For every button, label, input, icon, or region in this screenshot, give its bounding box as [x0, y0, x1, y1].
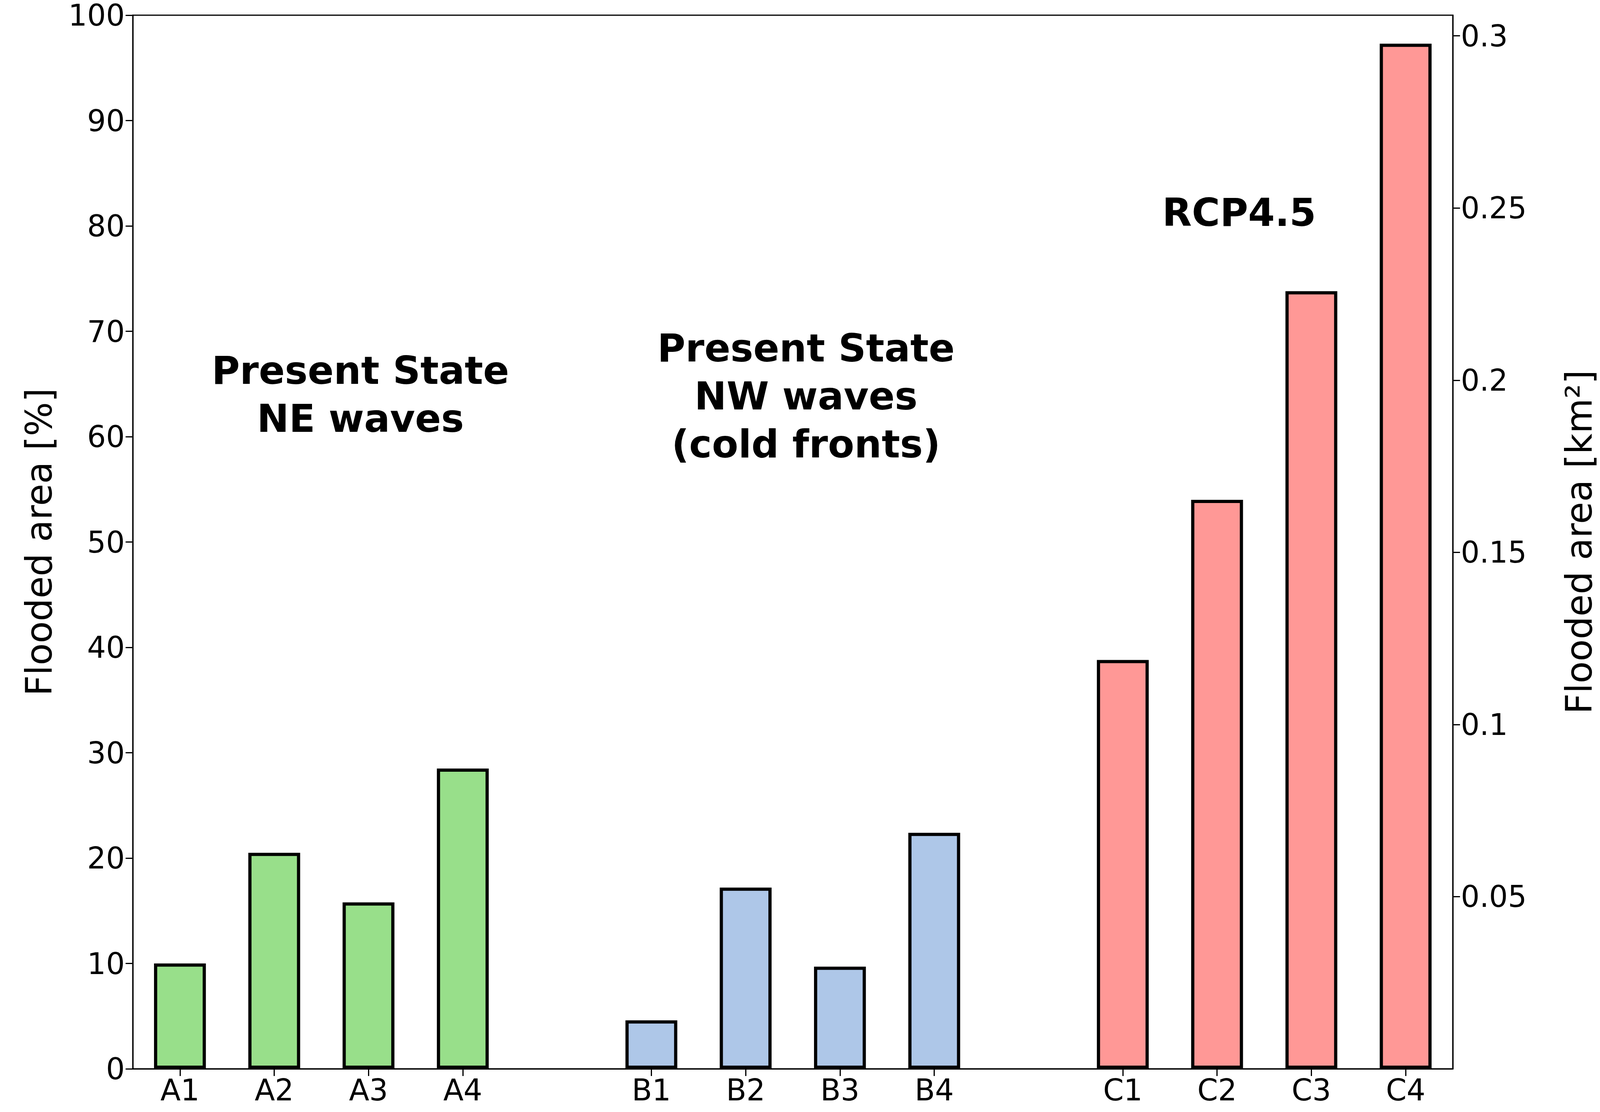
svg-text:C1: C1 — [1103, 1073, 1143, 1108]
svg-text:B3: B3 — [820, 1073, 860, 1108]
svg-text:Present State: Present State — [211, 348, 510, 394]
svg-text:Flooded area [km²]: Flooded area [km²] — [1558, 370, 1600, 715]
svg-text:NW waves: NW waves — [694, 374, 918, 419]
svg-text:90: 90 — [87, 103, 125, 138]
svg-text:B1: B1 — [631, 1073, 671, 1108]
svg-text:A1: A1 — [160, 1073, 200, 1108]
svg-text:Present State: Present State — [657, 326, 955, 371]
svg-text:50: 50 — [87, 525, 125, 560]
svg-text:0: 0 — [106, 1052, 125, 1087]
svg-text:20: 20 — [87, 841, 125, 876]
svg-text:40: 40 — [87, 630, 125, 665]
svg-text:C4: C4 — [1386, 1073, 1426, 1108]
svg-text:C2: C2 — [1197, 1073, 1237, 1108]
svg-text:B4: B4 — [914, 1073, 954, 1108]
svg-text:10: 10 — [87, 946, 125, 982]
svg-text:0.15: 0.15 — [1460, 535, 1527, 570]
svg-text:A3: A3 — [348, 1073, 388, 1108]
svg-text:60: 60 — [87, 419, 125, 454]
svg-text:70: 70 — [87, 314, 125, 349]
svg-text:RCP4.5: RCP4.5 — [1162, 190, 1317, 236]
svg-text:0.1: 0.1 — [1460, 707, 1508, 742]
svg-text:0.2: 0.2 — [1460, 363, 1508, 398]
svg-text:NE waves: NE waves — [256, 396, 464, 442]
svg-text:0.25: 0.25 — [1460, 190, 1527, 226]
svg-text:80: 80 — [87, 208, 125, 244]
svg-text:C3: C3 — [1291, 1073, 1332, 1108]
svg-text:A4: A4 — [443, 1073, 483, 1108]
svg-text:B2: B2 — [726, 1073, 766, 1108]
svg-text:0.05: 0.05 — [1460, 879, 1527, 914]
svg-text:(cold fronts): (cold fronts) — [671, 422, 941, 467]
svg-text:Flooded area [%]: Flooded area [%] — [18, 388, 60, 696]
svg-text:100: 100 — [68, 0, 125, 33]
svg-text:A2: A2 — [254, 1073, 294, 1108]
svg-text:30: 30 — [87, 736, 125, 771]
svg-text:0.3: 0.3 — [1460, 18, 1508, 54]
